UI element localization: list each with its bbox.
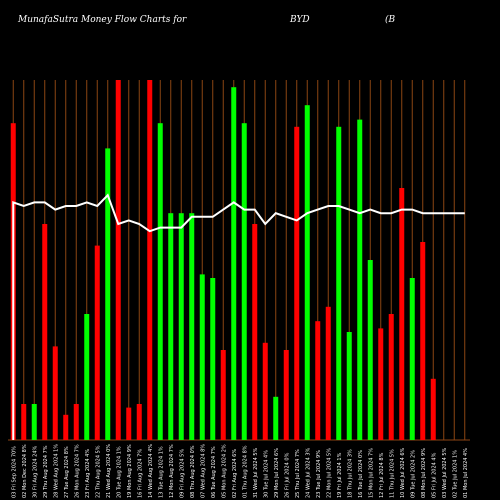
bar-19 <box>199 274 205 440</box>
x-tick-label: 01 Mon Jul 2024 4% <box>463 448 469 498</box>
x-tick-label: 09 Fri Aug 2024 5% <box>179 449 185 498</box>
x-tick-label: 10 Wed Jul 2024 6% <box>400 447 406 498</box>
bar-20 <box>210 278 216 440</box>
bar-27 <box>283 350 289 440</box>
x-tick-label: 23 Tue Jul 2024 9% <box>316 450 322 498</box>
x-axis-labels: 03 Fri Sep 2024 70% 02 Mon Dec 2024 8% 30 … <box>11 444 469 498</box>
bar-25 <box>262 342 268 440</box>
bar-29 <box>304 105 310 440</box>
bar-24 <box>252 224 258 440</box>
x-tick-label: 18 Thu Jul 2024 3% <box>347 449 353 498</box>
bar-30 <box>315 321 321 440</box>
x-tick-label: 29 Mon Jul 2024 6% <box>274 448 280 498</box>
bar-4 <box>42 224 48 440</box>
x-tick-label: 22 Thu Aug 2024 5% <box>95 445 101 498</box>
bar-34 <box>357 119 363 440</box>
bar-26 <box>273 396 279 440</box>
bar-22 <box>231 87 237 440</box>
x-tick-label: 03 Fri Sep 2024 70% <box>11 446 17 498</box>
x-tick-label: 26 Mon Aug 2024 7% <box>74 444 80 498</box>
bar-2 <box>21 404 27 440</box>
x-tick-label: 07 Wed Aug 2024 8% <box>200 444 206 498</box>
bar-9 <box>94 245 100 440</box>
bar-41 <box>430 378 436 440</box>
x-tick-label: 23 Fri Aug 2024 4% <box>85 449 91 498</box>
bar-32 <box>336 126 342 441</box>
x-tick-label: 28 Wed Aug 2024 1% <box>53 444 59 498</box>
x-tick-label: 19 Mon Aug 2024 9% <box>127 444 133 498</box>
bar-37 <box>388 314 394 440</box>
x-tick-label: 24 Wed Jul 2024 3% <box>305 447 311 498</box>
x-tick-label: 02 Mon Dec 2024 8% <box>22 444 28 498</box>
bar-6 <box>63 414 69 440</box>
x-tick-label: 19 Fri Jul 2024 1% <box>337 452 343 498</box>
x-tick-label: 02 Tue Jul 2024 1% <box>452 450 458 498</box>
x-tick-label: 08 Mon Jul 2024 9% <box>421 448 427 498</box>
x-tick-label: 02 Fri Aug 2024 6% <box>232 449 238 498</box>
money-flow-line <box>12 193 465 440</box>
x-tick-label: 21 Wed Aug 2024 0% <box>106 444 112 498</box>
x-tick-label: 06 Tue Aug 2024 7% <box>211 446 217 498</box>
bar-31 <box>325 306 331 440</box>
bar-15 <box>157 123 163 440</box>
bar-28 <box>294 126 300 441</box>
chart-ticker: BYD <box>289 15 310 25</box>
x-tick-label: 31 Wed Jul 2024 5% <box>253 447 259 498</box>
x-tick-label: 12 Fri Jul 2024 8% <box>379 452 385 498</box>
x-tick-label: 15 Mon Jul 2024 7% <box>368 448 374 498</box>
x-tick-label: 20 Tue Aug 2024 1% <box>116 446 122 498</box>
bar-40 <box>420 242 426 440</box>
x-tick-label: 16 Fri Aug 2024 7% <box>137 449 143 498</box>
x-tick-label: 11 Thu Jul 2024 5% <box>389 449 395 498</box>
bar-16 <box>168 213 174 440</box>
x-tick-label: 09 Tue Jul 2024 2% <box>410 450 416 498</box>
bar-39 <box>409 278 415 440</box>
x-tick-label: 14 Wed Aug 2024 4% <box>148 444 154 498</box>
bar-12 <box>126 407 132 440</box>
bar-38 <box>399 188 405 440</box>
bar-36 <box>378 328 384 440</box>
bar-3 <box>31 404 37 440</box>
x-tick-label: 03 Wed Jul 2024 5% <box>442 447 448 498</box>
x-tick-label: 13 Tue Aug 2024 1% <box>158 446 164 498</box>
bar-17 <box>178 213 184 440</box>
x-tick-label: 01 Thu Aug 2024 8% <box>242 445 248 498</box>
bar-10 <box>105 148 111 440</box>
money-flow-line-path <box>12 193 465 440</box>
bar-5 <box>52 346 58 440</box>
bar-18 <box>189 213 195 440</box>
x-tick-label: 26 Fri Jul 2024 0% <box>284 452 290 498</box>
x-tick-label: 25 Thu Jul 2024 7% <box>295 449 301 498</box>
x-tick-label: 16 Tue Jul 2024 0% <box>358 450 364 498</box>
bar-8 <box>84 314 90 440</box>
bar-21 <box>220 350 226 440</box>
bar-7 <box>73 404 79 440</box>
x-tick-label: 30 Tue Jul 2024 4% <box>263 450 269 498</box>
x-tick-label: 29 Thu Aug 2024 7% <box>43 445 49 498</box>
bar-11 <box>115 80 121 440</box>
bar-35 <box>367 260 373 440</box>
chart-ticker-paren: (B <box>385 14 396 25</box>
bar-14 <box>147 80 153 440</box>
bar-13 <box>136 404 142 440</box>
bar-23 <box>241 123 247 440</box>
x-tick-label: 05 Mon Aug 2024 2% <box>221 444 227 498</box>
x-tick-label: 05 Fri Jul 2024 4% <box>431 452 437 498</box>
bar-33 <box>346 332 352 440</box>
x-tick-label: 12 Mon Aug 2024 7% <box>169 444 175 498</box>
x-tick-label: 27 Tue Aug 2024 8% <box>64 446 70 498</box>
x-tick-label: 08 Thu Aug 2024 0% <box>190 445 196 498</box>
x-tick-label: 30 Fri Aug 2024 24% <box>32 445 38 498</box>
x-tick-label: 22 Mon Jul 2024 5% <box>326 448 332 498</box>
chart-title: MunafaSutra Money Flow Charts for <box>17 15 187 25</box>
